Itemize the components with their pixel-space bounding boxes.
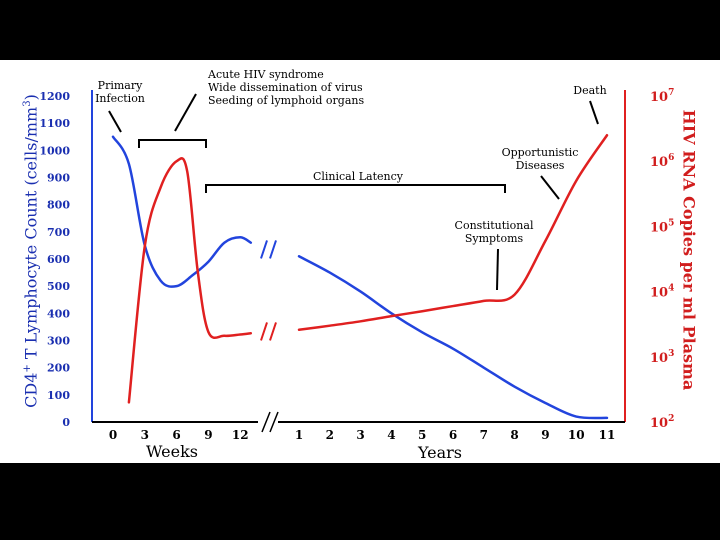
x-axis-break-mark: [261, 411, 279, 433]
year-tick-label: 6: [449, 428, 457, 442]
opportunistic-diseases-label: Opportunistic Diseases: [502, 146, 579, 172]
left-axis-title-part: T Lymphocyte Count (cells/mm: [21, 106, 41, 365]
clinical-latency-label: Clinical Latency: [313, 170, 404, 183]
year-tick-label: 11: [599, 428, 616, 442]
opportunistic-pointer: [540, 175, 560, 200]
left-tick-label: 1100: [39, 117, 70, 130]
year-tick-label: 3: [356, 428, 364, 442]
week-tick-label: 12: [232, 428, 249, 442]
primary-infection-label: Primary Infection: [95, 79, 145, 105]
left-tick-label: 500: [47, 280, 70, 293]
hiv-rna-line-break-mark: [260, 322, 277, 341]
year-tick-label: 4: [387, 428, 395, 442]
week-tick-label: 3: [141, 428, 149, 442]
constitutional-pointer: [496, 248, 499, 291]
year-tick-label: 7: [480, 428, 488, 442]
right-tick-label: 104: [650, 284, 674, 301]
cd4-count-line-years: [297, 255, 609, 420]
left-axis-title-part: 3: [22, 100, 34, 107]
hiv-rna-line-years: [297, 134, 609, 331]
clinical-latency-bracket: [205, 184, 506, 193]
right-tick-label: 106: [650, 153, 674, 170]
years-axis-label: Years: [417, 443, 462, 462]
week-tick-label: 0: [109, 428, 117, 442]
left-tick-label: 0: [62, 416, 70, 429]
left-tick-label: 800: [47, 199, 70, 212]
death-label: Death: [573, 84, 606, 97]
year-tick-label: 9: [541, 428, 549, 442]
left-tick-label: 300: [47, 335, 70, 348]
year-tick-label: 5: [418, 428, 426, 442]
weeks-axis-label: Weeks: [146, 442, 198, 461]
left-axis-title: CD4+ T Lymphocyte Count (cells/mm3): [22, 94, 41, 408]
left-axis-title-part: ): [21, 94, 41, 101]
left-tick-label: 1000: [39, 144, 70, 157]
year-tick-label: 1: [295, 428, 303, 442]
left-tick-label: 700: [47, 226, 70, 239]
left-tick-label: 900: [47, 172, 70, 185]
left-tick-label: 1200: [39, 90, 70, 103]
left-tick-label: 200: [47, 362, 70, 375]
acute-hiv-syndrome-label: Acute HIV syndrome Wide dissemination of …: [207, 68, 364, 107]
slide-background: [0, 60, 720, 463]
year-tick-label: 8: [510, 428, 518, 442]
acute-syndrome-pointer: [174, 93, 197, 132]
left-axis-title-part: CD4: [21, 372, 41, 408]
left-tick-label: 400: [47, 307, 70, 320]
cd4-count-line-weeks: [111, 135, 253, 288]
primary-infection-pointer: [108, 110, 122, 133]
right-tick-label: 105: [650, 218, 674, 235]
acute-phase-bracket: [138, 139, 207, 148]
left-tick-label: 100: [47, 389, 70, 402]
left-axis-title-part: +: [22, 364, 34, 373]
hiv-rna-line-weeks: [127, 157, 253, 404]
cd4-count-line-break-mark: [260, 240, 277, 259]
week-tick-label: 9: [204, 428, 212, 442]
right-tick-label: 103: [650, 349, 674, 366]
right-tick-label: 107: [650, 88, 674, 105]
right-tick-label: 102: [650, 414, 674, 431]
right-axis-title: HIV RNA Copies per ml Plasma: [679, 109, 699, 391]
year-tick-label: 10: [568, 428, 585, 442]
constitutional-symptoms-label: Constitutional Symptoms: [455, 219, 534, 245]
year-tick-label: 2: [326, 428, 334, 442]
left-tick-label: 600: [47, 253, 70, 266]
death-pointer: [589, 100, 599, 125]
week-tick-label: 6: [172, 428, 180, 442]
